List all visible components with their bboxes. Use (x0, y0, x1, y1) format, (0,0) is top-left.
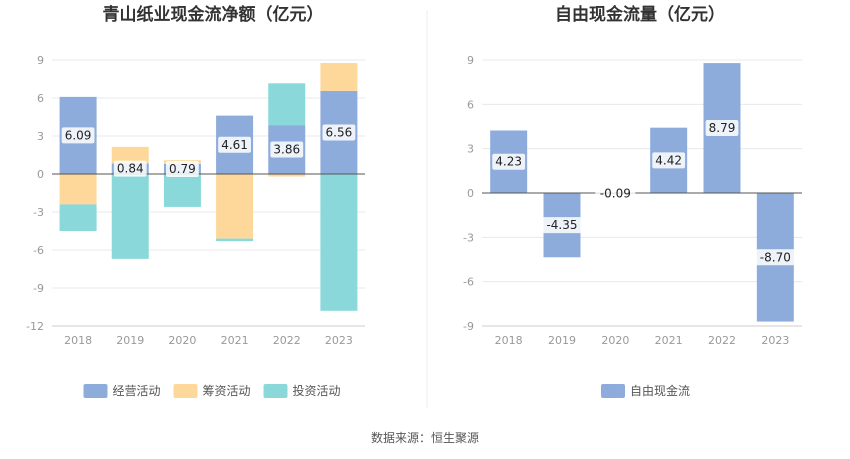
data-label: 4.61 (221, 138, 248, 152)
data-label-bg (705, 120, 739, 137)
chart-title: 自由现金流量（亿元） (555, 4, 725, 25)
bar-investing-2018 (59, 204, 97, 231)
legend-label: 自由现金流 (630, 383, 690, 398)
y-tick-label: 9 (37, 54, 44, 67)
free-cash-flow-chart: 自由现金流量（亿元） 9 6 3 0 -3 -6 -9 2018 2019 2020 2021 202… (463, 4, 802, 398)
x-tick-label: 2019 (548, 334, 576, 347)
data-label: 8.79 (709, 121, 736, 135)
data-label: -0.09 (600, 187, 631, 201)
legend-swatch (263, 384, 288, 398)
legend-label: 经营活动 (113, 384, 161, 398)
y-tick-label: -9 (463, 320, 474, 333)
y-tick-label: 3 (467, 143, 474, 156)
data-label: 6.09 (65, 128, 92, 142)
data-label-bg (61, 127, 95, 144)
x-tick-label: 2023 (761, 334, 789, 347)
data-label: -4.35 (546, 218, 577, 232)
legend-swatch (83, 384, 108, 398)
y-tick-label: 6 (37, 92, 44, 105)
x-tick-label: 2021 (221, 334, 249, 347)
y-tick-label: 9 (467, 54, 474, 67)
x-tick-label: 2022 (708, 334, 736, 347)
x-tick-label: 2019 (116, 334, 144, 347)
x-tick-label: 2020 (168, 334, 196, 347)
bar-financing-2018 (59, 174, 97, 205)
bar-financing-2021 (216, 174, 254, 239)
bar-investing-2019 (111, 174, 149, 259)
data-label: 3.86 (273, 143, 300, 157)
x-tick-label: 2023 (325, 334, 353, 347)
legend-label: 筹资活动 (203, 384, 251, 398)
x-tick-label: 2021 (655, 334, 683, 347)
data-label: 6.56 (326, 125, 353, 139)
y-tick-label: 0 (37, 168, 44, 181)
data-label-bg (113, 160, 147, 177)
data-label-bg (595, 185, 636, 202)
x-tick-label: 2018 (495, 334, 523, 347)
data-label-bg (652, 152, 686, 169)
legend-swatch (173, 384, 198, 398)
x-tick-label: 2020 (601, 334, 629, 347)
y-tick-label: -6 (463, 276, 474, 289)
y-tick-label: -6 (33, 244, 44, 257)
data-label: 4.23 (495, 155, 522, 169)
data-label: 0.84 (117, 162, 144, 176)
y-tick-label: -9 (33, 282, 44, 295)
legend-item[interactable]: 经营活动 (83, 384, 161, 398)
data-label-bg (270, 141, 304, 158)
data-label-bg (542, 217, 582, 234)
bar-financing-2019 (111, 146, 149, 164)
legend-label: 投资活动 (293, 383, 341, 398)
data-label: 4.42 (655, 153, 682, 167)
y-tick-label: -12 (26, 320, 44, 333)
x-tick-label: 2022 (273, 334, 301, 347)
y-tick-label: 6 (467, 98, 474, 111)
legend-item[interactable]: 筹资活动 (173, 384, 251, 398)
data-label-bg (492, 153, 526, 170)
data-source: 数据来源：恒生聚源 (371, 430, 479, 445)
data-label: 0.79 (169, 162, 196, 176)
data-label-bg (322, 124, 356, 141)
bar-investing-2021 (216, 238, 254, 242)
bar-financing-2023 (320, 63, 358, 91)
x-tick-label: 2018 (64, 334, 92, 347)
data-label-bg (218, 136, 251, 153)
y-tick-label: 0 (467, 187, 474, 200)
legend-item[interactable]: 投资活动 (263, 383, 341, 398)
data-label-bg (166, 160, 199, 177)
y-tick-label: -3 (463, 231, 474, 244)
y-tick-label: -3 (33, 206, 44, 219)
bar-investing-2020 (163, 174, 201, 207)
y-tick-label: 3 (37, 130, 44, 143)
legend-item[interactable]: 自由现金流 (601, 383, 690, 398)
bar-investing-2023 (320, 174, 358, 311)
data-label-bg (755, 249, 796, 266)
chart-title: 青山纸业现金流净额（亿元） (103, 4, 324, 25)
cash-flow-net-chart: 青山纸业现金流净额（亿元） 9 6 3 0 -3 -6 -9 -12 2018 2019 2020 2… (26, 4, 365, 398)
bar-investing-2022 (268, 83, 306, 126)
legend-swatch (601, 384, 625, 398)
bar-financing-2022 (268, 174, 306, 177)
data-label: -8.70 (760, 250, 791, 264)
